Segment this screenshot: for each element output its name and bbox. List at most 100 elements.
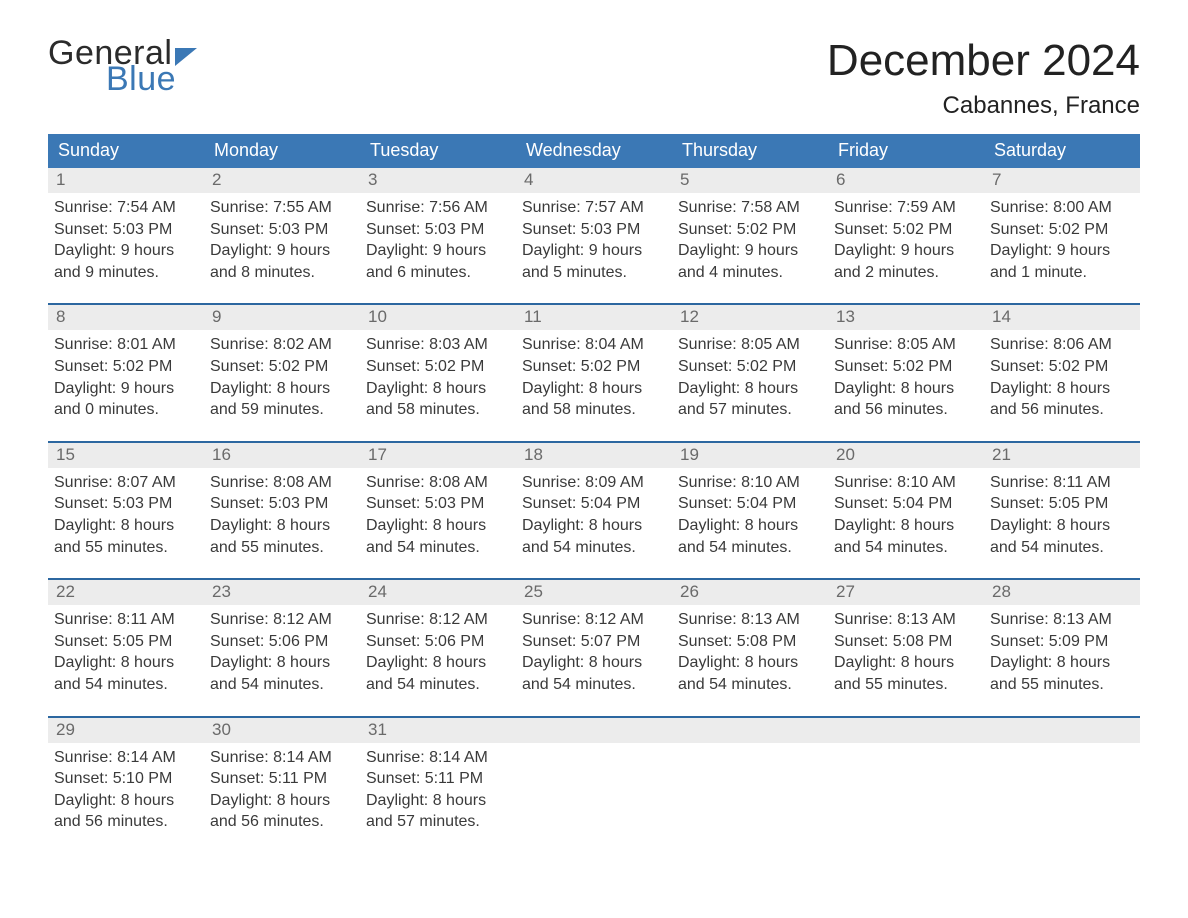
day-number: 11 [516,305,672,330]
daylight-text-2: and 55 minutes. [210,537,356,559]
day-number [672,718,828,743]
sunrise-text: Sunrise: 8:09 AM [522,472,668,494]
calendar-day-empty [516,718,672,837]
sunrise-text: Sunrise: 8:12 AM [210,609,356,631]
day-number: 24 [360,580,516,605]
day-number: 20 [828,443,984,468]
sunrise-text: Sunrise: 8:10 AM [834,472,980,494]
day-details: Sunrise: 8:05 AMSunset: 5:02 PMDaylight:… [672,330,828,424]
day-details: Sunrise: 8:03 AMSunset: 5:02 PMDaylight:… [360,330,516,424]
daylight-text-1: Daylight: 9 hours [54,240,200,262]
day-details: Sunrise: 8:11 AMSunset: 5:05 PMDaylight:… [48,605,204,699]
calendar-day: 3Sunrise: 7:56 AMSunset: 5:03 PMDaylight… [360,168,516,287]
day-of-week-header: Friday [828,134,984,168]
sunset-text: Sunset: 5:02 PM [54,356,200,378]
day-details: Sunrise: 8:14 AMSunset: 5:10 PMDaylight:… [48,743,204,837]
daylight-text-1: Daylight: 8 hours [678,515,824,537]
day-number: 16 [204,443,360,468]
calendar-day: 8Sunrise: 8:01 AMSunset: 5:02 PMDaylight… [48,305,204,424]
day-number: 12 [672,305,828,330]
day-details: Sunrise: 8:14 AMSunset: 5:11 PMDaylight:… [204,743,360,837]
sunset-text: Sunset: 5:03 PM [366,493,512,515]
day-number [984,718,1140,743]
daylight-text-1: Daylight: 8 hours [210,515,356,537]
calendar-day: 21Sunrise: 8:11 AMSunset: 5:05 PMDayligh… [984,443,1140,562]
day-number: 5 [672,168,828,193]
day-details: Sunrise: 7:59 AMSunset: 5:02 PMDaylight:… [828,193,984,287]
logo: General Blue [48,36,197,96]
daylight-text-2: and 54 minutes. [366,674,512,696]
sunset-text: Sunset: 5:03 PM [522,219,668,241]
day-details: Sunrise: 8:09 AMSunset: 5:04 PMDaylight:… [516,468,672,562]
daylight-text-2: and 54 minutes. [678,537,824,559]
sunrise-text: Sunrise: 7:57 AM [522,197,668,219]
day-details: Sunrise: 8:12 AMSunset: 5:06 PMDaylight:… [360,605,516,699]
day-number: 9 [204,305,360,330]
sunset-text: Sunset: 5:02 PM [210,356,356,378]
day-details: Sunrise: 8:11 AMSunset: 5:05 PMDaylight:… [984,468,1140,562]
sunrise-text: Sunrise: 8:00 AM [990,197,1136,219]
daylight-text-2: and 54 minutes. [366,537,512,559]
sunset-text: Sunset: 5:03 PM [210,219,356,241]
sunset-text: Sunset: 5:02 PM [990,356,1136,378]
day-details: Sunrise: 8:07 AMSunset: 5:03 PMDaylight:… [48,468,204,562]
day-number: 27 [828,580,984,605]
calendar-day: 17Sunrise: 8:08 AMSunset: 5:03 PMDayligh… [360,443,516,562]
day-details: Sunrise: 8:08 AMSunset: 5:03 PMDaylight:… [360,468,516,562]
calendar-week: 1Sunrise: 7:54 AMSunset: 5:03 PMDaylight… [48,168,1140,287]
calendar-day: 14Sunrise: 8:06 AMSunset: 5:02 PMDayligh… [984,305,1140,424]
daylight-text-1: Daylight: 8 hours [210,790,356,812]
daylight-text-1: Daylight: 8 hours [54,652,200,674]
day-details: Sunrise: 8:02 AMSunset: 5:02 PMDaylight:… [204,330,360,424]
calendar-day: 27Sunrise: 8:13 AMSunset: 5:08 PMDayligh… [828,580,984,699]
sunset-text: Sunset: 5:11 PM [366,768,512,790]
calendar-day: 22Sunrise: 8:11 AMSunset: 5:05 PMDayligh… [48,580,204,699]
sunrise-text: Sunrise: 8:11 AM [54,609,200,631]
sunset-text: Sunset: 5:05 PM [990,493,1136,515]
sunrise-text: Sunrise: 7:56 AM [366,197,512,219]
day-number: 6 [828,168,984,193]
sunrise-text: Sunrise: 8:13 AM [990,609,1136,631]
sunrise-text: Sunrise: 7:58 AM [678,197,824,219]
day-details: Sunrise: 7:56 AMSunset: 5:03 PMDaylight:… [360,193,516,287]
sunrise-text: Sunrise: 8:10 AM [678,472,824,494]
sunset-text: Sunset: 5:04 PM [522,493,668,515]
day-details: Sunrise: 7:58 AMSunset: 5:02 PMDaylight:… [672,193,828,287]
sunrise-text: Sunrise: 7:59 AM [834,197,980,219]
sunrise-text: Sunrise: 8:06 AM [990,334,1136,356]
sunrise-text: Sunrise: 8:08 AM [210,472,356,494]
daylight-text-1: Daylight: 8 hours [990,515,1136,537]
day-number: 7 [984,168,1140,193]
day-number: 30 [204,718,360,743]
sunrise-text: Sunrise: 8:12 AM [522,609,668,631]
sunset-text: Sunset: 5:03 PM [54,493,200,515]
sunset-text: Sunset: 5:06 PM [210,631,356,653]
daylight-text-1: Daylight: 8 hours [990,378,1136,400]
day-of-week-header: Sunday [48,134,204,168]
sunrise-text: Sunrise: 8:01 AM [54,334,200,356]
daylight-text-2: and 8 minutes. [210,262,356,284]
day-number: 1 [48,168,204,193]
day-details: Sunrise: 7:57 AMSunset: 5:03 PMDaylight:… [516,193,672,287]
daylight-text-1: Daylight: 9 hours [54,378,200,400]
day-number: 10 [360,305,516,330]
day-number: 22 [48,580,204,605]
calendar-day: 7Sunrise: 8:00 AMSunset: 5:02 PMDaylight… [984,168,1140,287]
calendar-week: 22Sunrise: 8:11 AMSunset: 5:05 PMDayligh… [48,578,1140,699]
day-details: Sunrise: 7:55 AMSunset: 5:03 PMDaylight:… [204,193,360,287]
daylight-text-1: Daylight: 9 hours [678,240,824,262]
daylight-text-2: and 55 minutes. [834,674,980,696]
daylight-text-1: Daylight: 8 hours [366,515,512,537]
day-number [516,718,672,743]
daylight-text-2: and 56 minutes. [990,399,1136,421]
daylight-text-2: and 54 minutes. [990,537,1136,559]
calendar-day: 5Sunrise: 7:58 AMSunset: 5:02 PMDaylight… [672,168,828,287]
header: General Blue December 2024 Cabannes, Fra… [48,36,1140,120]
calendar-week: 8Sunrise: 8:01 AMSunset: 5:02 PMDaylight… [48,303,1140,424]
day-of-week-header: Tuesday [360,134,516,168]
daylight-text-1: Daylight: 8 hours [366,378,512,400]
calendar-day: 4Sunrise: 7:57 AMSunset: 5:03 PMDaylight… [516,168,672,287]
calendar-day: 20Sunrise: 8:10 AMSunset: 5:04 PMDayligh… [828,443,984,562]
daylight-text-1: Daylight: 9 hours [366,240,512,262]
daylight-text-2: and 54 minutes. [210,674,356,696]
